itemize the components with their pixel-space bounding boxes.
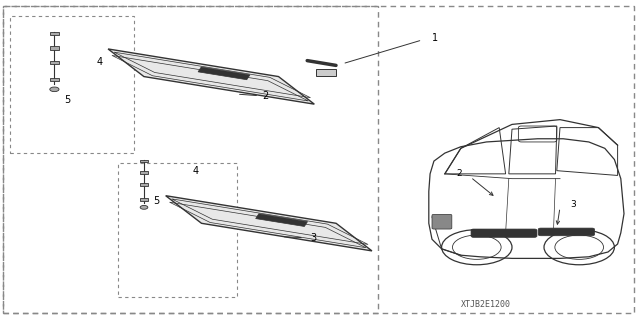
Polygon shape [198, 67, 250, 80]
Polygon shape [108, 49, 314, 104]
Text: 4: 4 [192, 166, 198, 176]
Bar [140, 171, 148, 174]
Text: 3: 3 [310, 233, 317, 243]
FancyBboxPatch shape [432, 214, 452, 229]
Circle shape [140, 205, 148, 209]
Polygon shape [166, 196, 372, 251]
FancyBboxPatch shape [316, 69, 336, 76]
Bar [140, 183, 148, 186]
Text: 4: 4 [96, 57, 102, 67]
Text: 2: 2 [262, 91, 269, 101]
Text: XTJB2E1200: XTJB2E1200 [461, 300, 511, 309]
Bar [50, 61, 59, 64]
FancyBboxPatch shape [471, 229, 537, 237]
Bar [50, 78, 59, 81]
Bar [50, 32, 59, 35]
Bar [50, 46, 59, 50]
Text: 5: 5 [64, 95, 70, 106]
Polygon shape [255, 214, 308, 226]
Bar [140, 160, 148, 162]
Bar [140, 198, 148, 201]
Text: 3: 3 [570, 200, 575, 209]
Text: 1: 1 [432, 33, 438, 43]
FancyBboxPatch shape [538, 228, 595, 236]
Circle shape [50, 87, 59, 92]
Text: 2: 2 [457, 169, 462, 178]
Text: 5: 5 [154, 196, 160, 206]
